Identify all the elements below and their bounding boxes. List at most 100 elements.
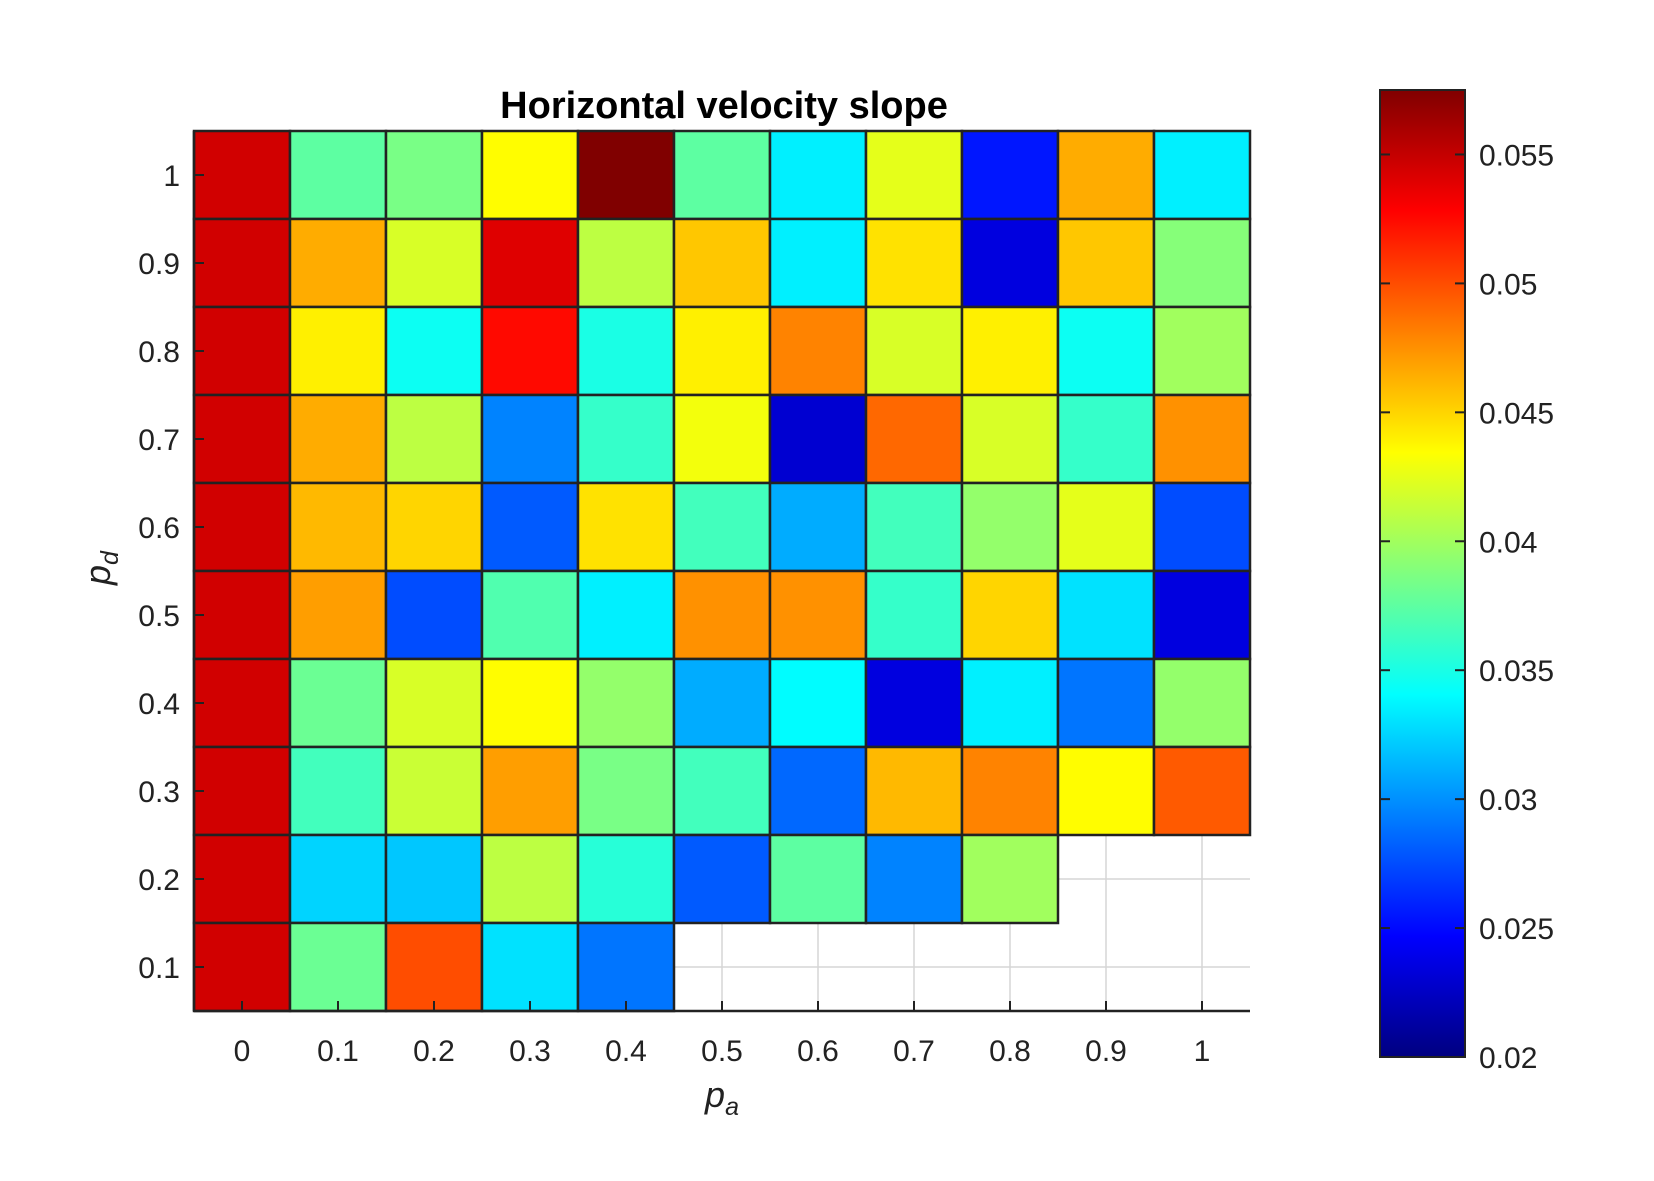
heatmap-cell — [864, 657, 964, 749]
heatmap-cell — [1152, 305, 1252, 397]
heatmap-cell — [288, 657, 388, 749]
heatmap-cell — [768, 569, 868, 661]
heatmap-cell — [288, 481, 388, 573]
heatmap-cell — [576, 657, 676, 749]
heatmap-cell — [192, 305, 292, 397]
heatmap-cell — [768, 393, 868, 485]
heatmap-cell — [960, 481, 1060, 573]
heatmap-cell — [672, 217, 772, 309]
heatmap-cell — [672, 657, 772, 749]
heatmap-cell — [1152, 745, 1252, 837]
heatmap-cell — [960, 217, 1060, 309]
heatmap-cell — [288, 569, 388, 661]
heatmap-cell — [288, 745, 388, 837]
heatmap-cell — [864, 129, 964, 221]
heatmap-cell — [864, 481, 964, 573]
heatmap-cell — [480, 305, 580, 397]
heatmap-cell — [1152, 217, 1252, 309]
heatmap-cell — [864, 745, 964, 837]
heatmap-cell — [1152, 393, 1252, 485]
y-tick-label: 0.4 — [138, 688, 180, 721]
heatmap-cell — [864, 833, 964, 925]
x-axis-label-sub: a — [725, 1093, 739, 1121]
heatmap-cell — [960, 129, 1060, 221]
colorbar-tick-label: 0.035 — [1479, 655, 1554, 688]
colorbar-tick-label: 0.055 — [1479, 139, 1554, 172]
x-tick-label: 0.2 — [413, 1035, 455, 1068]
heatmap-cell — [960, 833, 1060, 925]
heatmap-cell — [768, 305, 868, 397]
heatmap-cell — [672, 569, 772, 661]
heatmap-cell — [576, 921, 676, 1013]
heatmap-cell — [768, 481, 868, 573]
heatmap-cell — [480, 129, 580, 221]
heatmap-cell — [576, 481, 676, 573]
heatmap-cell — [480, 921, 580, 1013]
heatmap-cell — [192, 481, 292, 573]
x-axis-label-base: p — [704, 1074, 725, 1115]
heatmap-cell — [384, 833, 484, 925]
heatmap-cell — [192, 745, 292, 837]
y-axis-label-sub: d — [96, 550, 124, 565]
colorbar-ticks: 0.055 0.05 0.045 0.04 0.035 0.03 0.025 0.02 — [1380, 139, 1554, 1075]
colorbar-gradient — [1379, 89, 1466, 1058]
x-tick-label: 0.1 — [317, 1035, 359, 1068]
heatmap-cell — [576, 217, 676, 309]
heatmap-cell — [1056, 393, 1156, 485]
heatmap-cell — [1152, 129, 1252, 221]
y-tick-label: 0.9 — [138, 248, 180, 281]
heatmap-cell — [576, 393, 676, 485]
colorbar-tick-label: 0.04 — [1479, 526, 1537, 559]
heatmap-cell — [960, 393, 1060, 485]
axes — [192, 131, 1250, 1013]
y-tick-label: 0.2 — [138, 864, 180, 897]
heatmap-cell — [960, 569, 1060, 661]
x-tick-labels: 0 0.1 0.2 0.3 0.4 0.5 0.6 0.7 0.8 0.9 1 — [234, 1035, 1211, 1068]
y-axis-label-base: p — [77, 565, 118, 586]
heatmap-cell — [480, 217, 580, 309]
heatmap-cell — [480, 569, 580, 661]
heatmap-cell — [768, 657, 868, 749]
heatmap-cell — [576, 305, 676, 397]
heatmap-cell — [576, 569, 676, 661]
heatmap-cell — [960, 745, 1060, 837]
heatmap-cell — [192, 129, 292, 221]
x-tick-label: 1 — [1194, 1035, 1211, 1068]
heatmap-cell — [1056, 129, 1156, 221]
y-tick-label: 0.8 — [138, 336, 180, 369]
x-axis-label: pa — [704, 1074, 739, 1121]
y-tick-label: 1 — [163, 160, 180, 193]
heatmap-cell — [384, 305, 484, 397]
heatmap-cell — [288, 833, 388, 925]
heatmap-cell — [1056, 657, 1156, 749]
x-tick-label: 0.4 — [605, 1035, 647, 1068]
heatmap-cell — [864, 569, 964, 661]
heatmap-cell — [672, 129, 772, 221]
x-tick-label: 0.7 — [893, 1035, 935, 1068]
heatmap-cell — [576, 129, 676, 221]
heatmap-cell — [480, 657, 580, 749]
heatmap-cell — [192, 393, 292, 485]
x-tick-label: 0.9 — [1085, 1035, 1127, 1068]
x-tick-label: 0.6 — [797, 1035, 839, 1068]
heatmap-cell — [192, 657, 292, 749]
heatmap-cell — [384, 217, 484, 309]
heatmap-cell — [768, 129, 868, 221]
heatmap-cell — [480, 745, 580, 837]
y-tick-labels: 0.1 0.2 0.3 0.4 0.5 0.6 0.7 0.8 0.9 1 — [138, 160, 180, 985]
heatmap-cell — [768, 217, 868, 309]
heatmap-cell — [480, 481, 580, 573]
colorbar-tick-label: 0.02 — [1479, 1042, 1537, 1075]
heatmap-cell — [1056, 569, 1156, 661]
y-axis-label: pd — [77, 550, 124, 586]
heatmap-cell — [192, 833, 292, 925]
heatmap-cell — [672, 305, 772, 397]
colorbar-tick-label: 0.03 — [1479, 784, 1537, 817]
heatmap-cell — [1152, 657, 1252, 749]
heatmap-cell — [384, 129, 484, 221]
y-tick-label: 0.3 — [138, 776, 180, 809]
chart-title: Horizontal velocity slope — [500, 85, 948, 127]
heatmap-cell — [288, 129, 388, 221]
heatmap-cell — [288, 217, 388, 309]
